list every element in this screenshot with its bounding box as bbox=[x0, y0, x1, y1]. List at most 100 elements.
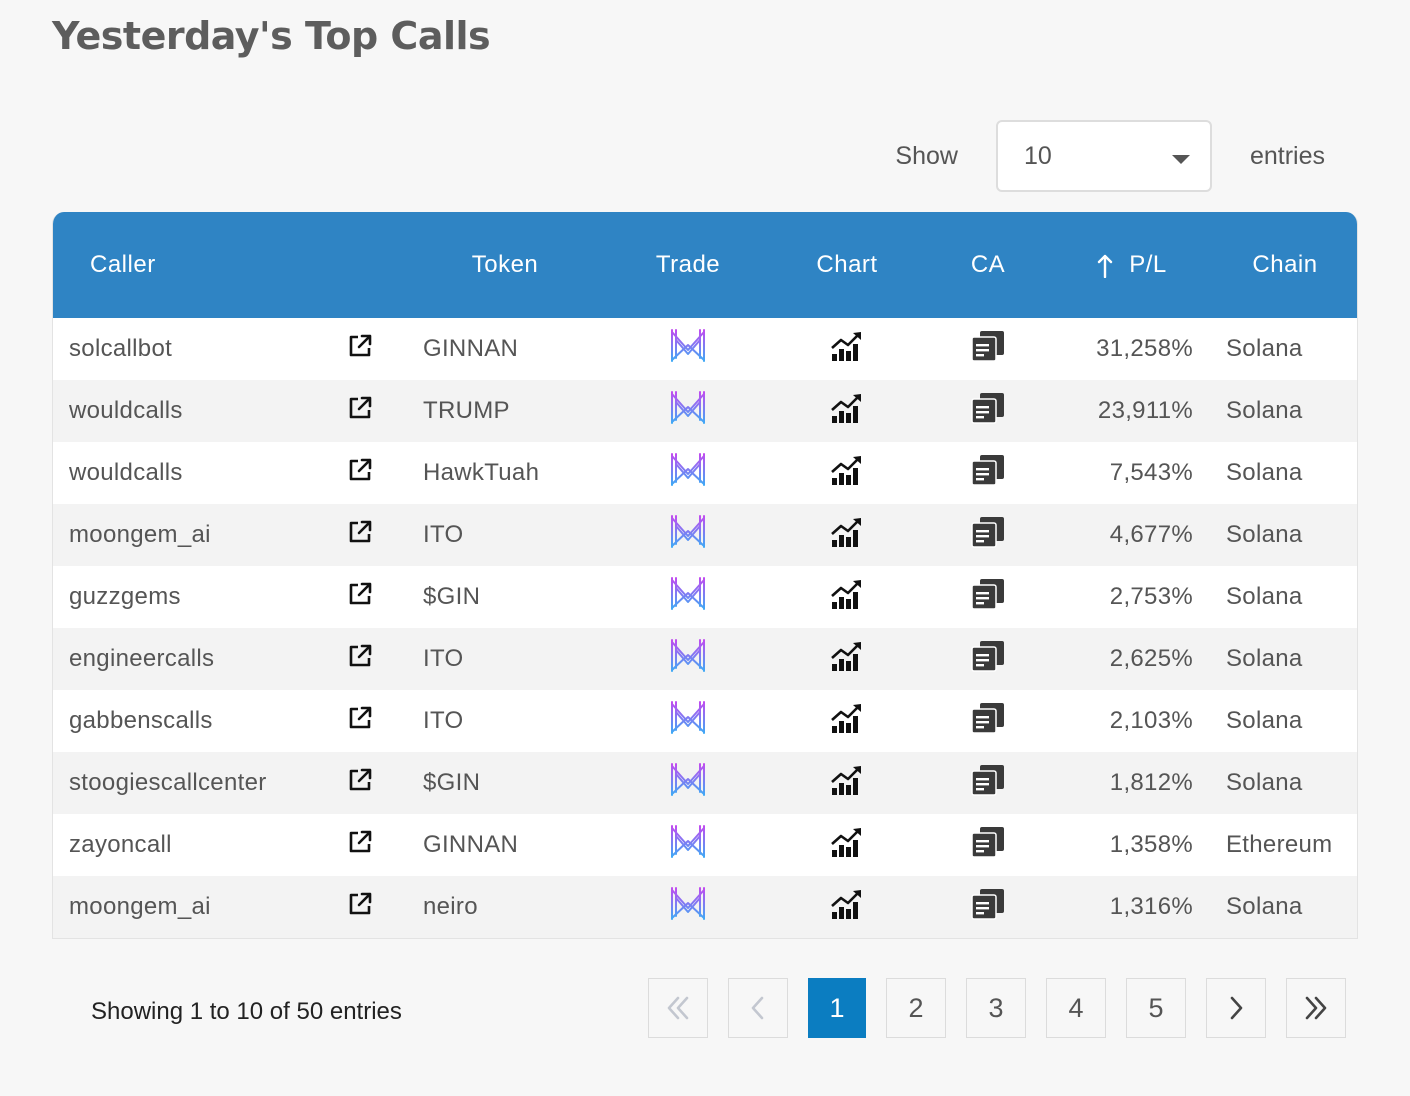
caller-cell[interactable]: wouldcalls bbox=[69, 397, 183, 424]
trade-logo-icon[interactable] bbox=[669, 576, 707, 619]
pl-cell: 7,543% bbox=[1109, 459, 1193, 486]
header-caller[interactable]: Caller bbox=[90, 251, 156, 278]
trade-logo-icon[interactable] bbox=[669, 762, 707, 805]
caller-cell[interactable]: moongem_ai bbox=[69, 521, 211, 548]
copy-icon[interactable] bbox=[971, 392, 1005, 431]
pl-cell: 31,258% bbox=[1096, 335, 1193, 362]
page-title: Yesterday's Top Calls bbox=[52, 14, 491, 58]
trade-logo-icon[interactable] bbox=[669, 514, 707, 557]
chain-cell: Solana bbox=[1226, 769, 1303, 796]
page-2-button[interactable]: 2 bbox=[886, 978, 946, 1038]
caller-cell[interactable]: gabbenscalls bbox=[69, 707, 213, 734]
external-link-icon[interactable] bbox=[347, 767, 373, 800]
header-ca[interactable]: CA bbox=[970, 251, 1006, 278]
entries-label: entries bbox=[1249, 141, 1325, 170]
table-info: Showing 1 to 10 of 50 entries bbox=[91, 998, 402, 1025]
header-trade[interactable]: Trade bbox=[655, 251, 721, 278]
last-page-button[interactable] bbox=[1286, 978, 1346, 1038]
external-link-icon[interactable] bbox=[347, 891, 373, 924]
chain-cell: Solana bbox=[1226, 707, 1303, 734]
prev-page-button[interactable] bbox=[728, 978, 788, 1038]
table-row: wouldcalls TRUMP 23,911% Solana bbox=[53, 380, 1357, 442]
chart-icon[interactable] bbox=[830, 702, 864, 741]
copy-icon[interactable] bbox=[971, 764, 1005, 803]
caller-cell[interactable]: zayoncall bbox=[69, 831, 172, 858]
caller-cell[interactable]: engineercalls bbox=[69, 645, 215, 672]
copy-icon[interactable] bbox=[971, 826, 1005, 865]
table-row: moongem_ai ITO 4,677% Solana bbox=[53, 504, 1357, 566]
page-5-button[interactable]: 5 bbox=[1126, 978, 1186, 1038]
pl-cell: 1,316% bbox=[1109, 893, 1193, 920]
table-row: solcallbot GINNAN 31,258% Solana bbox=[53, 318, 1357, 380]
entries-select[interactable]: 10 bbox=[995, 120, 1212, 192]
copy-icon[interactable] bbox=[971, 454, 1005, 493]
chart-icon[interactable] bbox=[830, 516, 864, 555]
external-link-icon[interactable] bbox=[347, 457, 373, 490]
header-pl-label: P/L bbox=[1129, 251, 1167, 278]
chart-icon[interactable] bbox=[830, 640, 864, 679]
page-1-button[interactable]: 1 bbox=[808, 978, 866, 1038]
copy-icon[interactable] bbox=[971, 640, 1005, 679]
entries-select-value: 10 bbox=[1023, 141, 1052, 170]
pl-cell: 4,677% bbox=[1109, 521, 1193, 548]
header-chain[interactable]: Chain bbox=[1252, 251, 1318, 278]
trade-logo-icon[interactable] bbox=[669, 638, 707, 681]
trade-logo-icon[interactable] bbox=[669, 824, 707, 867]
trade-logo-icon[interactable] bbox=[669, 700, 707, 743]
table-row: engineercalls ITO 2,625% Solana bbox=[53, 628, 1357, 690]
token-cell: neiro bbox=[423, 893, 478, 920]
caller-cell[interactable]: guzzgems bbox=[69, 583, 181, 610]
page-4-button[interactable]: 4 bbox=[1046, 978, 1106, 1038]
copy-icon[interactable] bbox=[971, 516, 1005, 555]
external-link-icon[interactable] bbox=[347, 643, 373, 676]
header-pl[interactable]: P/L bbox=[1053, 212, 1211, 318]
external-link-icon[interactable] bbox=[347, 395, 373, 428]
pl-cell: 1,358% bbox=[1109, 831, 1193, 858]
trade-logo-icon[interactable] bbox=[669, 328, 707, 371]
token-cell: HawkTuah bbox=[423, 459, 540, 486]
first-page-button[interactable] bbox=[648, 978, 708, 1038]
caller-cell[interactable]: solcallbot bbox=[69, 335, 173, 362]
chain-cell: Solana bbox=[1226, 335, 1303, 362]
chart-icon[interactable] bbox=[830, 578, 864, 617]
copy-icon[interactable] bbox=[971, 888, 1005, 927]
double-chevron-left-icon bbox=[667, 996, 689, 1020]
pl-cell: 23,911% bbox=[1097, 397, 1193, 424]
chain-cell: Ethereum bbox=[1226, 831, 1333, 858]
trade-logo-icon[interactable] bbox=[669, 886, 707, 929]
table-row: moongem_ai neiro 1,316% Solana bbox=[53, 876, 1357, 938]
page-3-button[interactable]: 3 bbox=[966, 978, 1026, 1038]
copy-icon[interactable] bbox=[971, 702, 1005, 741]
next-page-button[interactable] bbox=[1206, 978, 1266, 1038]
chart-icon[interactable] bbox=[830, 764, 864, 803]
external-link-icon[interactable] bbox=[347, 333, 373, 366]
copy-icon[interactable] bbox=[971, 578, 1005, 617]
caret-down-icon bbox=[1171, 154, 1190, 164]
copy-icon[interactable] bbox=[971, 330, 1005, 369]
trade-logo-icon[interactable] bbox=[669, 390, 707, 433]
trade-logo-icon[interactable] bbox=[669, 452, 707, 495]
external-link-icon[interactable] bbox=[347, 705, 373, 738]
caller-cell[interactable]: stoogiescallcenter bbox=[69, 769, 267, 796]
caller-cell[interactable]: wouldcalls bbox=[69, 459, 183, 486]
chart-icon[interactable] bbox=[830, 826, 864, 865]
chart-icon[interactable] bbox=[830, 392, 864, 431]
table-row: wouldcalls HawkTuah 7,543% Solana bbox=[53, 442, 1357, 504]
chain-cell: Solana bbox=[1226, 521, 1303, 548]
chart-icon[interactable] bbox=[830, 454, 864, 493]
chain-cell: Solana bbox=[1226, 893, 1303, 920]
show-label: Show bbox=[895, 141, 958, 170]
chain-cell: Solana bbox=[1226, 397, 1303, 424]
header-chart[interactable]: Chart bbox=[816, 251, 878, 278]
header-token[interactable]: Token bbox=[471, 251, 539, 278]
caller-cell[interactable]: moongem_ai bbox=[69, 893, 211, 920]
double-chevron-right-icon bbox=[1305, 996, 1327, 1020]
pl-cell: 1,812% bbox=[1109, 769, 1193, 796]
external-link-icon[interactable] bbox=[347, 829, 373, 862]
table-header-row: Caller Token Trade Chart CA P/L Chain bbox=[53, 212, 1357, 318]
chart-icon[interactable] bbox=[830, 888, 864, 927]
external-link-icon[interactable] bbox=[347, 519, 373, 552]
chart-icon[interactable] bbox=[830, 330, 864, 369]
external-link-icon[interactable] bbox=[347, 581, 373, 614]
pl-cell: 2,625% bbox=[1109, 645, 1193, 672]
